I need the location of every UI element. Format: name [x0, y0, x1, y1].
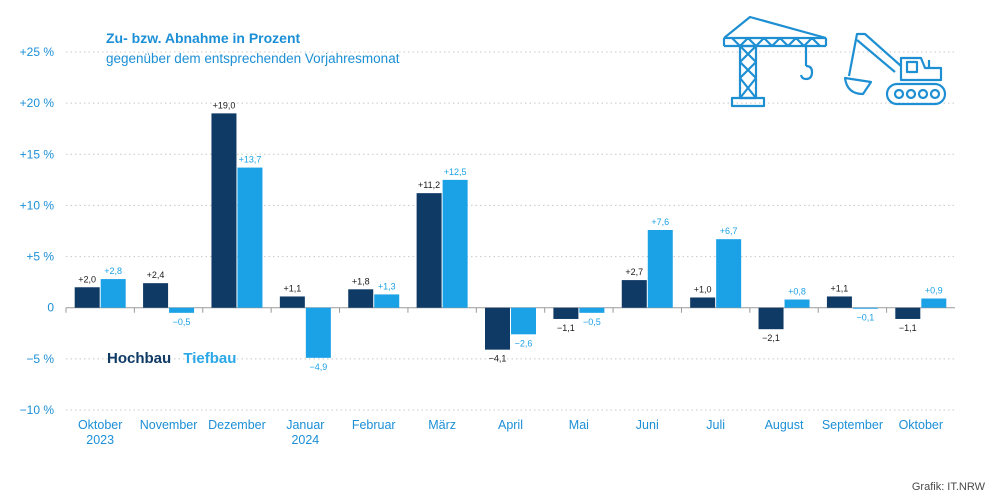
bar-hochbau [553, 307, 579, 319]
x-tick-label: Oktober [78, 418, 122, 432]
bar-hochbau [826, 296, 852, 308]
chart-title: Zu- bzw. Abnahme in Prozent [106, 30, 301, 46]
data-label-tiefbau: +6,7 [720, 226, 738, 236]
data-label-hochbau: +1,1 [831, 283, 849, 293]
x-tick-label: Dezember [208, 418, 266, 432]
bar-hochbau [758, 307, 784, 330]
data-label-tiefbau: −0,1 [857, 313, 875, 323]
bar-hochbau [143, 283, 169, 308]
bar-tiefbau [374, 294, 400, 308]
data-label-hochbau: +11,2 [418, 180, 440, 190]
data-label-hochbau: +1,8 [352, 276, 370, 286]
y-tick-label: +5 % [26, 250, 54, 264]
bar-tiefbau [305, 307, 331, 358]
legend: Hochbau Tiefbau [107, 350, 236, 367]
y-tick-label: +10 % [20, 198, 55, 212]
data-label-tiefbau: +0,8 [788, 287, 806, 297]
x-tick-label: November [140, 418, 198, 432]
bar-tiefbau [852, 307, 878, 309]
data-label-hochbau: +2,4 [147, 270, 165, 280]
y-tick-label: −5 % [26, 352, 54, 366]
bar-hochbau [895, 307, 921, 319]
data-label-hochbau: +2,7 [625, 267, 643, 277]
y-tick-label: −10 % [20, 403, 55, 417]
data-label-hochbau: +1,0 [694, 284, 712, 294]
x-tick-label: Oktober [899, 418, 943, 432]
x-tick-label: September [822, 418, 883, 432]
data-label-tiefbau: +7,6 [651, 217, 669, 227]
x-tick-label: Februar [352, 418, 396, 432]
data-label-tiefbau: +12,5 [444, 167, 467, 177]
crane-icon [722, 15, 828, 108]
x-tick-label: Januar [286, 418, 324, 432]
data-label-hochbau: −1,1 [899, 323, 917, 333]
bar-hochbau [485, 307, 510, 350]
x-tick-label: März [428, 418, 456, 432]
data-label-hochbau: +2,0 [78, 274, 96, 284]
data-label-tiefbau: +2,8 [104, 266, 122, 276]
data-label-tiefbau: +0,9 [925, 286, 943, 296]
bar-hochbau [211, 113, 237, 308]
bar-tiefbau [511, 307, 536, 335]
bar-tiefbau [442, 179, 468, 308]
x-tick-label: Mai [569, 418, 589, 432]
data-label-tiefbau: −2,6 [515, 338, 533, 348]
bar-hochbau [279, 296, 305, 308]
bar-hochbau [621, 280, 647, 308]
bar-hochbau [690, 297, 716, 308]
x-tick-label: Juni [636, 418, 659, 432]
x-tick-label: April [498, 418, 523, 432]
data-label-tiefbau: −4,9 [309, 362, 327, 372]
bar-hochbau [74, 287, 100, 308]
bar-tiefbau [921, 298, 947, 308]
x-tick-label: Juli [706, 418, 725, 432]
data-label-tiefbau: +13,7 [239, 155, 262, 165]
data-label-hochbau: +1,1 [283, 283, 301, 293]
y-tick-label: +20 % [20, 96, 55, 110]
x-tick-label: 2024 [291, 433, 319, 447]
bar-hochbau [348, 289, 374, 308]
excavator-icon [843, 32, 947, 106]
bar-hochbau [416, 193, 442, 308]
legend-hochbau: Hochbau [107, 350, 172, 367]
bar-tiefbau [169, 307, 195, 313]
bar-tiefbau [716, 239, 742, 308]
x-tick-label: 2023 [86, 433, 114, 447]
data-label-tiefbau: +1,3 [378, 281, 396, 291]
y-tick-label: 0 [47, 301, 54, 315]
data-label-hochbau: −2,1 [762, 333, 780, 343]
bar-tiefbau [784, 299, 810, 308]
y-tick-label: +25 % [20, 45, 55, 59]
data-label-hochbau: +19,0 [213, 100, 236, 110]
data-label-tiefbau: −0,5 [583, 317, 601, 327]
bar-tiefbau [579, 307, 605, 313]
credit: Grafik: IT.NRW [911, 481, 985, 493]
data-label-tiefbau: −0,5 [173, 317, 191, 327]
x-tick-label: August [765, 418, 804, 432]
chart-subtitle: gegenüber dem entsprechenden Vorjahresmo… [106, 51, 400, 66]
bar-tiefbau [100, 279, 126, 308]
data-label-hochbau: −4,1 [489, 354, 507, 364]
legend-tiefbau: Tiefbau [183, 350, 237, 367]
bar-tiefbau [647, 229, 673, 308]
data-label-hochbau: −1,1 [557, 323, 575, 333]
bar-tiefbau [237, 167, 263, 308]
y-tick-label: +15 % [20, 147, 55, 161]
